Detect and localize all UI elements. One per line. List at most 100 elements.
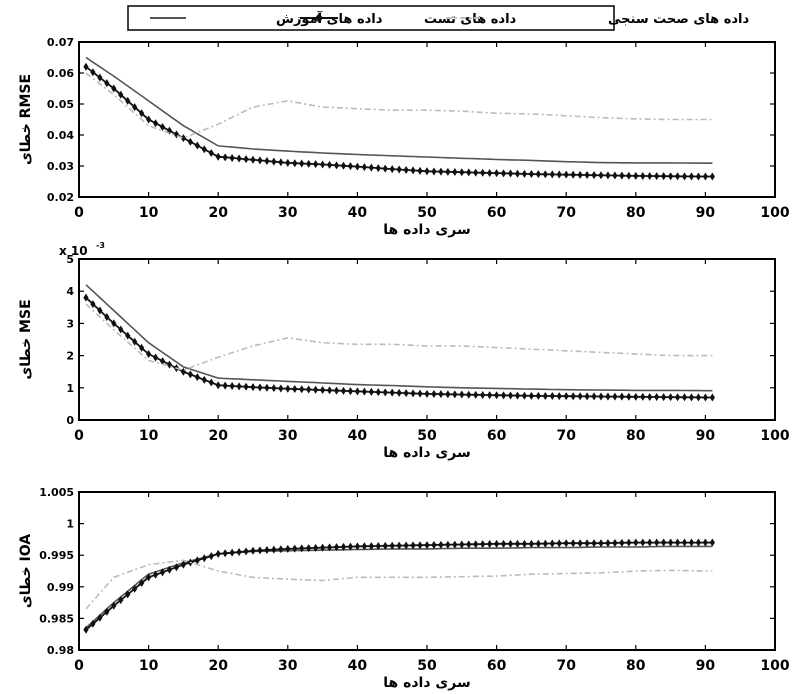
series-marker-test: [159, 568, 166, 577]
x-axis-label: سری داده ها: [383, 222, 470, 238]
series-marker-test: [278, 545, 284, 554]
y-tick-label: 5: [66, 253, 74, 266]
series-line-validation: [85, 559, 713, 610]
series-marker-test: [542, 170, 548, 179]
series-marker-test: [647, 538, 653, 547]
series-marker-test: [542, 539, 548, 548]
series-marker-test: [459, 168, 465, 177]
series-marker-test: [584, 539, 590, 548]
series-marker-test: [97, 306, 103, 315]
series-marker-test: [361, 387, 367, 396]
series-marker-test: [236, 382, 242, 391]
series-marker-test: [702, 538, 708, 547]
series-marker-test: [201, 554, 207, 563]
series-marker-test: [159, 122, 166, 131]
series-marker-test: [333, 386, 340, 395]
series-marker-test: [619, 392, 625, 401]
series-marker-test: [424, 167, 430, 176]
series-marker-test: [619, 171, 625, 180]
series-marker-test: [201, 145, 207, 154]
series-marker-test: [173, 563, 180, 572]
legend-label-validation: داده های صحت سنجی: [608, 12, 749, 27]
series-marker-test: [612, 538, 618, 547]
series-marker-test: [243, 547, 249, 556]
series-marker-test: [326, 543, 333, 552]
series-marker-test: [146, 349, 152, 358]
series-marker-test: [674, 538, 681, 547]
series-marker-test: [292, 159, 298, 168]
series-marker-test: [626, 538, 632, 547]
series-marker-test: [194, 373, 200, 382]
series-marker-test: [354, 387, 360, 396]
series-marker-test: [661, 172, 667, 181]
series-marker-test: [487, 168, 493, 177]
series-marker-test: [681, 172, 688, 181]
series-marker-test: [626, 392, 632, 401]
series-marker-test: [389, 165, 395, 174]
series-marker-test: [271, 545, 277, 554]
series-marker-test: [215, 549, 221, 558]
series-marker-test: [556, 392, 562, 401]
x-tick-label: 60: [487, 658, 507, 674]
series-marker-test: [278, 384, 284, 393]
series-marker-test: [368, 163, 374, 172]
series-marker-test: [285, 158, 291, 167]
x-tick-label: 100: [760, 658, 789, 674]
series-marker-test: [83, 293, 89, 302]
series-line-validation: [85, 72, 713, 139]
series-marker-test: [612, 392, 618, 401]
series-marker-test: [542, 391, 548, 400]
legend-swatch-test-marker: [315, 13, 323, 23]
series-marker-test: [229, 153, 235, 162]
series-marker-test: [111, 319, 117, 328]
series-marker-test: [535, 539, 541, 548]
series-marker-test: [97, 613, 103, 622]
series-marker-test: [118, 90, 124, 99]
y-exponent-label: x 10: [59, 244, 88, 258]
series-marker-test: [299, 159, 305, 168]
x-tick-label: 20: [208, 428, 228, 444]
series-marker-test: [612, 171, 618, 180]
series-marker-test: [494, 169, 500, 178]
series-marker-test: [90, 300, 96, 309]
series-marker-test: [487, 391, 493, 400]
series-marker-test: [257, 383, 263, 392]
series-marker-test: [410, 541, 416, 550]
series-marker-test: [222, 153, 228, 162]
series-marker-test: [507, 391, 514, 400]
y-tick-label: 2: [66, 350, 74, 363]
y-exponent-power: -3: [96, 241, 105, 250]
series-marker-test: [452, 168, 458, 177]
x-tick-label: 80: [626, 205, 646, 221]
series-marker-test: [528, 170, 534, 179]
series-marker-test: [180, 134, 186, 143]
series-marker-test: [340, 161, 347, 170]
series-marker-test: [125, 590, 131, 599]
series-marker-test: [654, 538, 660, 547]
series-marker-test: [605, 392, 611, 401]
series-marker-test: [577, 392, 583, 401]
series-marker-test: [375, 541, 381, 550]
y-tick-label: 4: [66, 285, 74, 298]
series-marker-test: [452, 540, 458, 549]
series-marker-test: [640, 171, 646, 180]
x-tick-label: 10: [139, 658, 159, 674]
series-marker-test: [389, 541, 395, 550]
series-marker-test: [500, 169, 507, 178]
series-marker-test: [90, 68, 96, 77]
x-tick-label: 0: [74, 428, 84, 444]
series-marker-test: [340, 386, 347, 395]
x-tick-label: 90: [696, 428, 716, 444]
legend-item-validation: داده های صحت سنجی: [446, 12, 749, 27]
series-marker-test: [626, 171, 632, 180]
series-marker-test: [507, 169, 514, 178]
series-marker-test: [306, 385, 312, 394]
x-tick-label: 40: [348, 428, 368, 444]
series-marker-test: [320, 386, 326, 395]
series-marker-test: [605, 539, 611, 548]
series-marker-test: [445, 540, 451, 549]
series-marker-test: [187, 370, 193, 379]
series-marker-test: [702, 172, 708, 181]
series-marker-test: [654, 172, 660, 181]
series-marker-test: [299, 385, 305, 394]
